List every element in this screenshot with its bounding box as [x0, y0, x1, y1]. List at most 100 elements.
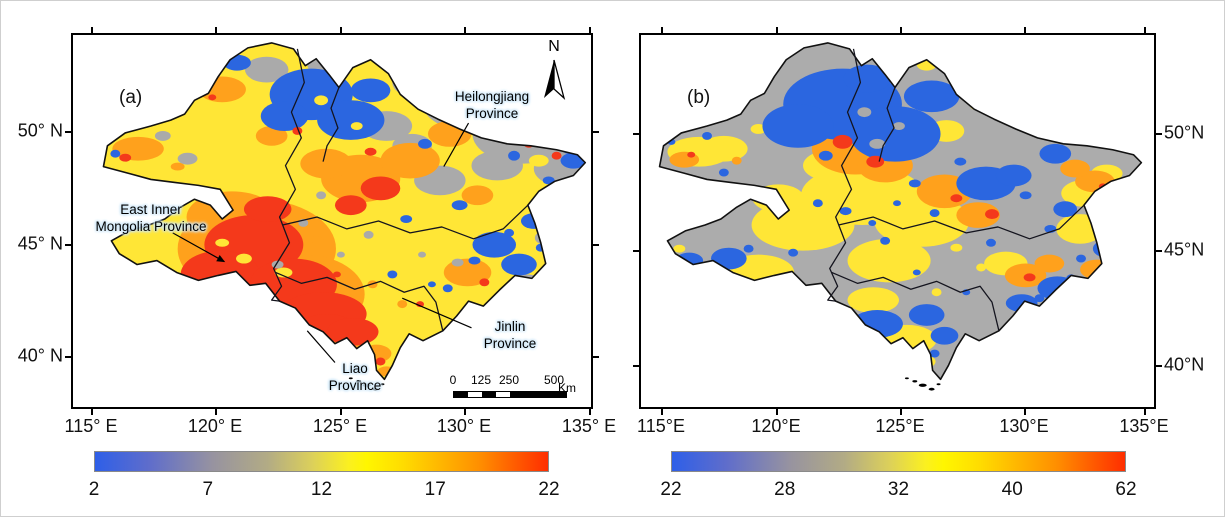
tick	[661, 27, 663, 33]
tick	[593, 356, 599, 358]
leader-heilongjiang	[443, 122, 470, 167]
tick	[589, 409, 591, 415]
scale-tick: 500	[543, 373, 565, 387]
tick	[1024, 27, 1026, 33]
label-heilongjiang-province: Heilongjiang Province	[455, 89, 529, 123]
colorbar-a	[94, 451, 549, 472]
x-tick-label: 115° E	[64, 416, 118, 436]
panel-b-label: (b)	[687, 87, 711, 108]
scale-bar-segments	[453, 391, 567, 398]
y-tick-label: 50° N	[17, 120, 63, 141]
tick	[900, 27, 902, 33]
province-border	[271, 48, 305, 302]
tick	[1156, 250, 1162, 252]
x-tick-label: 125° E	[312, 416, 368, 436]
y-tick-label: 45°N	[1164, 239, 1205, 260]
y-tick-label: 40°N	[1164, 354, 1205, 375]
province-border	[831, 271, 1000, 331]
tick	[776, 409, 778, 415]
x-tick-label: 130° E	[436, 416, 492, 436]
label-line: Province	[465, 106, 519, 121]
scale-tick: 125	[470, 373, 492, 387]
label-line: Liao	[342, 361, 368, 377]
colorbar-tick-label: 17	[424, 479, 446, 500]
tick	[661, 409, 663, 415]
label-line: Jinlin	[494, 319, 526, 335]
colorbar-tick-label: 62	[1115, 479, 1137, 500]
label-line: Heilongjiang	[454, 89, 530, 105]
tick	[633, 133, 639, 135]
province-border	[878, 87, 896, 162]
tick	[900, 409, 902, 415]
tick	[215, 27, 217, 33]
colorbar-tick-label: 7	[202, 479, 214, 500]
tick	[593, 244, 599, 246]
tick	[1156, 365, 1162, 367]
scale-tick: 250	[498, 373, 520, 387]
y-tick-label: 40° N	[17, 345, 63, 366]
label-line: East Inner	[120, 202, 182, 218]
province-border	[322, 87, 340, 162]
x-tick-label: 130°E	[999, 416, 1049, 436]
leader-liao	[306, 330, 336, 363]
label-jinlin-province: Jinlin Province	[484, 319, 537, 353]
colorbar-b	[671, 451, 1126, 472]
x-tick-label: 120° E	[187, 416, 243, 436]
x-tick-label: 120°E	[751, 416, 801, 436]
tick	[340, 409, 342, 415]
tick	[464, 27, 466, 33]
north-label: N	[548, 38, 560, 55]
map-b-surface	[659, 42, 1142, 380]
map-a	[102, 42, 587, 391]
tick	[633, 365, 639, 367]
leader-jilin	[402, 297, 472, 329]
label-liao-province: Liao Province	[329, 361, 382, 395]
tick	[1144, 27, 1146, 33]
tick	[65, 356, 71, 358]
y-tick-label: 50°N	[1164, 122, 1205, 143]
tick	[593, 131, 599, 133]
tick	[1024, 409, 1026, 415]
y-tick-label: 45° N	[17, 233, 63, 254]
tick	[776, 27, 778, 33]
panel-a-label: (a)	[119, 87, 143, 108]
islands	[904, 377, 941, 391]
colorbar-tick-label: 40	[1001, 479, 1023, 500]
region-outline	[102, 42, 587, 381]
colorbar-b-labels: 22 28 32 40 62	[660, 479, 1136, 501]
province-border	[282, 204, 529, 240]
province-border	[827, 48, 862, 302]
colorbar-tick-label: 12	[310, 479, 333, 500]
tick	[65, 244, 71, 246]
label-line: Mongolia Province	[95, 219, 207, 234]
tick	[589, 27, 591, 33]
scale-bar: 0 125 250 500 Km	[449, 373, 576, 401]
tick	[65, 131, 71, 133]
tick	[215, 409, 217, 415]
map-b	[658, 42, 1143, 391]
label-east-inner-mongolia-province: East Inner Mongolia Province	[95, 202, 206, 236]
tick	[1156, 133, 1162, 135]
tick	[633, 250, 639, 252]
colorbar-a-labels: 2 7 12 17 22	[89, 479, 560, 501]
tick	[1144, 409, 1146, 415]
province-border	[838, 204, 1085, 240]
x-tick-label: 125°E	[875, 416, 925, 436]
colorbar-tick-label: 2	[88, 479, 100, 500]
islands	[348, 377, 385, 391]
province-border	[275, 271, 444, 331]
colorbar-tick-label: 28	[774, 479, 796, 500]
tick	[464, 409, 466, 415]
tick	[91, 27, 93, 33]
colorbar-tick-label: 22	[538, 479, 560, 500]
x-tick-label: 135° E	[561, 416, 617, 436]
colorbar-tick-label: 32	[887, 479, 910, 500]
panel-a-frame: (a) Heilongjiang Province East Inner Mon…	[18, 27, 616, 436]
label-line: Province	[328, 378, 382, 393]
colorbar-tick-label: 22	[660, 479, 682, 500]
scale-tick: 0	[449, 373, 457, 387]
label-line: Province	[483, 336, 537, 351]
tick	[340, 27, 342, 33]
x-tick-label: 135°E	[1119, 416, 1169, 436]
